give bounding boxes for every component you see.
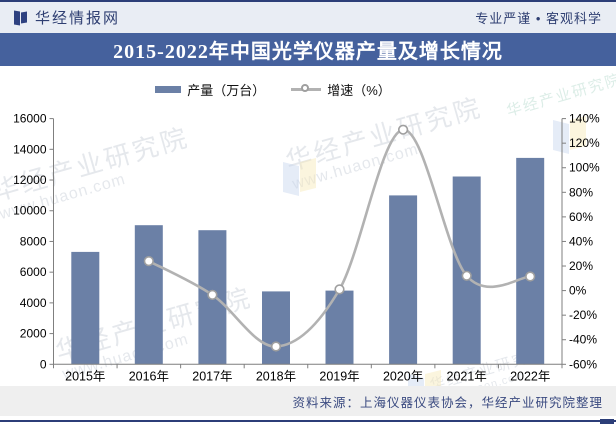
left-axis-tick-label: 12000 — [13, 173, 47, 187]
x-axis-label: 2015年 — [65, 369, 105, 383]
growth-marker — [270, 341, 282, 352]
bar-2020年 — [389, 195, 418, 365]
growth-marker — [207, 289, 218, 300]
chart-title: 2015-2022年中国光学仪器产量及增长情况 — [113, 41, 503, 63]
left-axis-tick-label: 16000 — [13, 112, 47, 126]
growth-marker — [143, 256, 154, 267]
bar-2022年 — [516, 157, 545, 365]
legend-label-production: 产量（万台） — [187, 83, 266, 98]
x-axis-label: 2021年 — [447, 369, 487, 383]
left-axis-tick-label: 6000 — [20, 265, 47, 279]
bar-2015年 — [71, 251, 100, 365]
bottom-right-cap — [600, 419, 614, 424]
right-axis-tick-label: 0% — [569, 284, 587, 298]
brand: 华经情报网 — [14, 7, 120, 28]
right-axis-tick-label: -60% — [569, 357, 597, 371]
title-banner: 2015-2022年中国光学仪器产量及增长情况 — [0, 33, 616, 66]
left-axis-tick-label: 0 — [40, 357, 47, 371]
bar-2018年 — [262, 291, 290, 365]
legend: 产量（万台） 增速（%） — [0, 80, 616, 99]
right-axis-tick-label: 100% — [569, 161, 600, 175]
left-axis-tick-label: 8000 — [20, 234, 47, 248]
x-axis-label: 2016年 — [129, 369, 169, 383]
right-axis-tick-label: 60% — [569, 210, 593, 224]
brand-name: 华经情报网 — [35, 10, 121, 27]
right-axis-tick-label: 40% — [569, 234, 593, 248]
left-axis-tick-label: 10000 — [13, 204, 47, 218]
top-border — [0, 0, 616, 2]
legend-item-production: 产量（万台） — [155, 80, 265, 99]
bar-2016年 — [134, 225, 163, 365]
right-axis-tick-label: 20% — [569, 259, 593, 273]
left-axis-tick-label: 14000 — [13, 142, 47, 156]
bar-2019年 — [325, 290, 354, 365]
right-axis-tick-label: -20% — [569, 308, 597, 322]
right-axis-tick-label: 140% — [569, 112, 600, 126]
right-axis-tick-label: 80% — [569, 185, 593, 199]
x-axis-label: 2018年 — [256, 369, 296, 383]
brand-logo-icon — [14, 9, 27, 26]
bar-swatch-icon — [155, 86, 182, 93]
growth-marker — [398, 124, 409, 135]
left-axis-tick-label: 4000 — [20, 296, 47, 310]
line-swatch-icon — [291, 84, 322, 92]
legend-label-growth: 增速（%） — [327, 83, 391, 98]
right-axis-tick-label: -40% — [569, 333, 597, 347]
chart-svg: 0 2000 4000 6000 8000 10000 12000 14000 16000 -60… — [13, 112, 600, 384]
x-axis-label: 2019年 — [319, 369, 359, 383]
x-axis-label: 2022年 — [510, 369, 550, 383]
left-axis-tick-label: 2000 — [20, 327, 47, 341]
legend-item-growth: 增速（%） — [291, 80, 391, 99]
x-axis-label: 2020年 — [383, 369, 423, 383]
growth-marker — [525, 271, 536, 282]
header-slogan: 专业严谨 • 客观科学 — [475, 11, 602, 26]
growth-marker — [461, 270, 472, 281]
header: 华经情报网 专业严谨 • 客观科学 — [0, 2, 616, 33]
growth-marker — [334, 284, 345, 295]
bar-2021年 — [452, 176, 481, 365]
bottom-border — [0, 420, 616, 422]
x-axis-label: 2017年 — [192, 369, 232, 383]
source-text: 资料来源：上海仪器仪表协会，华经产业研究院整理 — [292, 395, 603, 410]
source-strip: 资料来源：上海仪器仪表协会，华经产业研究院整理 — [0, 386, 616, 416]
right-axis-tick-label: 120% — [569, 136, 600, 150]
